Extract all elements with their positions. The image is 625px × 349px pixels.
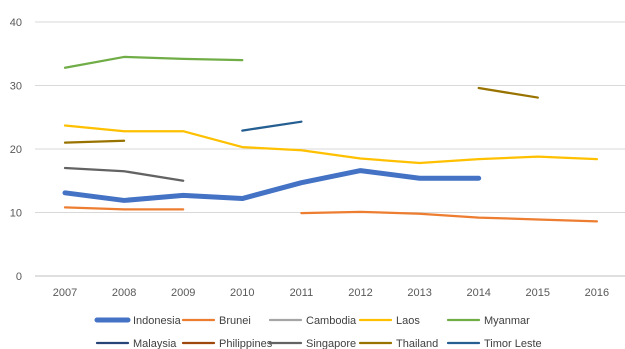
y-tick-label: 30 <box>10 81 22 93</box>
legend-label: Singapore <box>306 338 356 349</box>
series-line-segment <box>63 55 244 69</box>
y-tick-label: 40 <box>10 17 22 29</box>
legend-item-laos: Laos <box>358 315 420 327</box>
series-singapore <box>63 166 185 182</box>
x-tick-label: 2010 <box>230 287 254 299</box>
legend-item-timor-leste: Timor Leste <box>446 338 542 349</box>
legend: Indonesia Brunei Cambodia Laos Myanmar Malays… <box>94 315 542 349</box>
series-line-segment <box>63 124 599 165</box>
legend-item-singapore: Singapore <box>268 338 356 349</box>
series-line-segment <box>62 168 482 203</box>
series-lines <box>62 55 599 223</box>
series-line-segment <box>477 86 539 99</box>
legend-label: Timor Leste <box>484 338 542 349</box>
legend-item-myanmar: Myanmar <box>446 315 530 327</box>
legend-item-indonesia: Indonesia <box>94 315 182 327</box>
series-timor-leste <box>241 120 303 132</box>
legend-item-malaysia: Malaysia <box>95 338 177 349</box>
x-tick-label: 2016 <box>585 287 609 299</box>
legend-label: Thailand <box>396 338 438 349</box>
x-tick-label: 2014 <box>466 287 490 299</box>
legend-item-brunei: Brunei <box>181 315 251 327</box>
x-tick-label: 2007 <box>53 287 77 299</box>
legend-label: Malaysia <box>133 338 177 349</box>
series-myanmar <box>63 55 244 69</box>
legend-label: Indonesia <box>133 315 182 327</box>
series-thailand <box>63 86 539 144</box>
x-tick-label: 2011 <box>290 287 314 299</box>
y-axis-tick-labels: 0 10 20 30 40 <box>10 17 22 283</box>
series-line-segment <box>63 206 185 211</box>
y-tick-label: 20 <box>10 144 22 156</box>
legend-item-philippines: Philippines <box>181 338 273 349</box>
series-line-segment <box>300 210 599 223</box>
series-line-segment <box>63 166 185 182</box>
legend-label: Brunei <box>219 315 251 327</box>
gridlines <box>35 21 625 277</box>
x-tick-label: 2013 <box>407 287 431 299</box>
x-axis-tick-labels: 2007 2008 2009 2010 2011 2012 2013 2014 2015 2016 <box>53 287 609 299</box>
series-line-segment <box>63 139 126 144</box>
y-tick-label: 0 <box>16 271 22 283</box>
y-tick-label: 10 <box>10 208 22 220</box>
legend-label: Myanmar <box>484 315 530 327</box>
x-tick-label: 2009 <box>171 287 195 299</box>
legend-label: Laos <box>396 315 420 327</box>
series-laos <box>63 124 599 165</box>
legend-label: Philippines <box>219 338 273 349</box>
series-brunei <box>63 206 599 223</box>
legend-item-cambodia: Cambodia <box>268 315 357 327</box>
x-tick-label: 2015 <box>526 287 550 299</box>
legend-label: Cambodia <box>306 315 357 327</box>
series-indonesia <box>62 168 482 203</box>
x-tick-label: 2012 <box>348 287 372 299</box>
x-tick-label: 2008 <box>112 287 136 299</box>
series-line-segment <box>241 120 303 132</box>
legend-item-thailand: Thailand <box>358 338 438 349</box>
